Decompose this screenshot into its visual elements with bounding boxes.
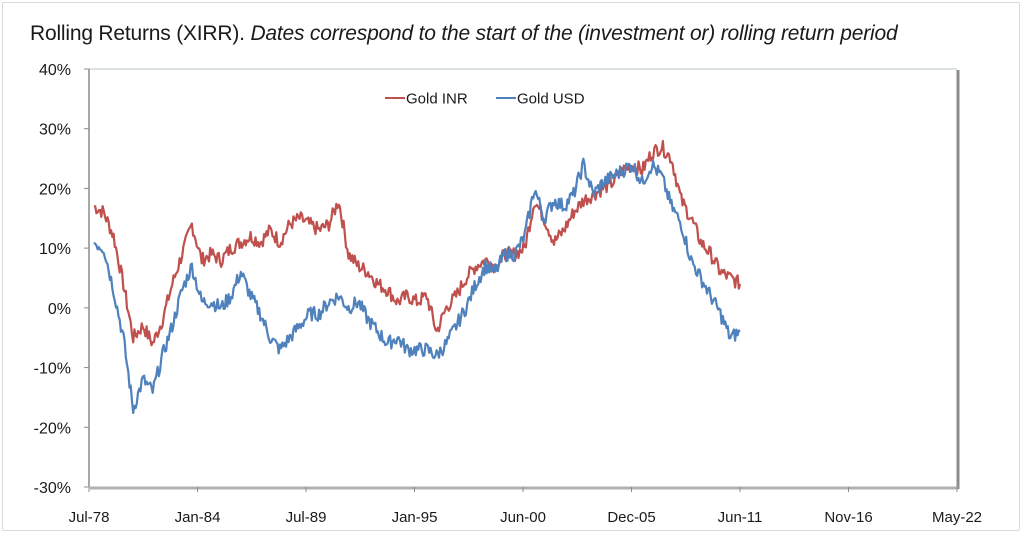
y-tick-label: 10% <box>39 241 71 258</box>
plot-area <box>89 69 957 487</box>
y-tick-label: -10% <box>34 361 71 378</box>
x-tick-label: Jun-11 <box>718 509 763 526</box>
series-lines <box>93 139 742 415</box>
chart-title: Rolling Returns (XIRR). Dates correspond… <box>30 22 898 46</box>
x-tick-label: Nov-16 <box>824 509 872 526</box>
chart-title-subtitle: Dates correspond to the start of the (in… <box>250 22 898 45</box>
x-tick-label: May-22 <box>932 509 982 526</box>
x-tick-label: Jul-78 <box>69 509 110 526</box>
x-axis-ticks: Jul-78 Jan-84 Jul-89 Jan-95 Jun-00 Dec-05 Jun-… <box>69 487 982 526</box>
legend-label: Gold INR <box>406 91 468 108</box>
x-tick-label: Dec-05 <box>607 509 655 526</box>
y-tick-label: -30% <box>34 480 71 497</box>
y-tick-label: -20% <box>34 420 71 437</box>
legend-label: Gold USD <box>517 91 585 108</box>
y-tick-label: 30% <box>39 122 71 139</box>
x-tick-label: Jul-89 <box>286 509 327 526</box>
x-tick-label: Jan-95 <box>392 509 438 526</box>
chart-title-main: Rolling Returns (XIRR). <box>30 22 245 45</box>
y-tick-label: 20% <box>39 181 71 198</box>
x-tick-label: Jun-00 <box>500 509 546 526</box>
y-tick-label: 0% <box>48 301 71 318</box>
legend: Gold INR Gold USD <box>385 91 585 108</box>
series-line-gold-inr <box>93 139 742 347</box>
y-tick-label: 40% <box>39 62 71 79</box>
x-tick-label: Jan-84 <box>175 509 221 526</box>
series-line-gold-usd <box>93 157 741 415</box>
y-axis-ticks: -30% -20% -10% 0% 10% 20% 30% 40% <box>34 62 89 497</box>
